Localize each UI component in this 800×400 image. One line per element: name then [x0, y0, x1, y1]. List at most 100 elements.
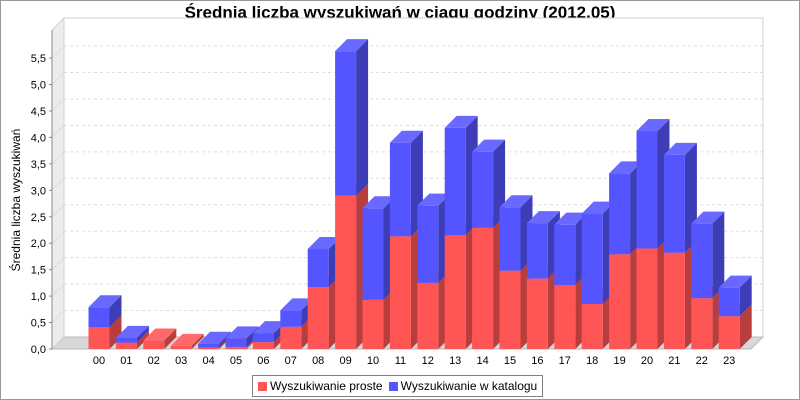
y-tick-label: 2,0 [31, 238, 46, 250]
bar-simple-23 [718, 316, 740, 349]
legend-swatch-simple-search [258, 381, 267, 391]
x-tick-label: 15 [504, 355, 516, 367]
y-tick-label: 2,5 [31, 212, 46, 224]
bar-catalog-00-side [109, 295, 122, 328]
legend-item-simple-search: Wyszukiwanie proste [258, 379, 383, 393]
bar-catalog-20-top [636, 119, 670, 132]
x-tick-label: 11 [395, 355, 406, 367]
legend-item-catalog-search: Wyszukiwanie w katalogu [388, 379, 538, 393]
bar-simple-04 [198, 347, 220, 349]
bar-catalog-18-top [581, 201, 615, 214]
chart-title: Średnia liczba wyszukiwań w ciągu godzin… [184, 3, 616, 22]
x-tick-label: 03 [175, 355, 187, 367]
bar-catalog-23-top [718, 275, 752, 288]
gridline-left [51, 230, 65, 244]
y-tick-label: 5,0 [31, 80, 46, 92]
bar-simple-03 [170, 345, 192, 349]
bar-catalog-16-top [526, 211, 560, 224]
bar-simple-11 [389, 236, 411, 349]
bar-catalog-22 [691, 223, 713, 299]
bar-catalog-13 [444, 127, 466, 236]
bar-catalog-21 [663, 154, 685, 253]
y-tick-label: 4,5 [31, 106, 46, 118]
bar-simple-15 [499, 270, 521, 349]
bar-catalog-06-top [252, 321, 286, 334]
x-tick-label: 16 [531, 355, 543, 367]
bar-catalog-01 [115, 337, 137, 343]
bar-catalog-22-side [712, 211, 725, 299]
bar-catalog-07 [280, 310, 302, 327]
bar-catalog-01-top [115, 325, 149, 338]
x-tick-label: 14 [476, 355, 488, 367]
bar-catalog-15 [499, 207, 521, 271]
gridline-left [51, 204, 65, 218]
bar-simple-16 [526, 278, 548, 349]
gridline-left [51, 125, 65, 138]
x-tick-label: 05 [230, 355, 242, 367]
legend-label-catalog-search: Wyszukiwanie w katalogu [400, 379, 538, 393]
bar-catalog-10-top [362, 196, 396, 209]
bar-simple-02-side [164, 328, 177, 349]
bar-simple-00-side [109, 315, 122, 349]
legend: Wyszukiwanie proste Wyszukiwanie w katal… [252, 375, 544, 397]
x-tick-label: 10 [367, 355, 379, 367]
bar-catalog-16 [526, 223, 548, 279]
bar-simple-07 [280, 326, 302, 349]
bar-simple-09 [335, 195, 357, 349]
bar-simple-01-side [136, 330, 149, 349]
x-tick-label: 23 [723, 355, 735, 367]
y-tick-label: 0,5 [31, 318, 46, 330]
bar-catalog-14 [472, 151, 494, 228]
bar-simple-03-top [170, 333, 204, 346]
bar-simple-03-side [191, 333, 204, 349]
bar-catalog-04 [198, 343, 220, 348]
bar-catalog-09-side [356, 39, 369, 196]
bar-catalog-01-side [136, 325, 149, 343]
bar-catalog-11-top [389, 130, 423, 143]
y-tick-label: 5,5 [31, 53, 46, 65]
bar-simple-02-top [143, 328, 177, 341]
y-tick-label: 1,0 [31, 291, 46, 303]
bar-catalog-10 [362, 208, 384, 300]
bar-simple-02 [143, 340, 165, 349]
bar-catalog-18 [581, 213, 603, 305]
bar-simple-01 [115, 342, 137, 349]
bar-catalog-11 [389, 142, 411, 237]
x-tick-label: 13 [449, 355, 461, 367]
bar-simple-08 [307, 287, 329, 349]
bar-catalog-17 [554, 224, 576, 285]
x-tick-label: 06 [257, 355, 269, 367]
x-tick-label: 17 [559, 355, 571, 367]
bar-catalog-08 [307, 249, 329, 288]
bar-catalog-21-top [663, 142, 697, 155]
gridline-left [51, 257, 65, 271]
bar-catalog-00-top [88, 295, 122, 308]
bar-catalog-13-top [444, 115, 478, 128]
gridline-left [51, 45, 65, 59]
bar-catalog-19 [609, 173, 631, 255]
bar-catalog-04-top [198, 331, 232, 344]
bar-simple-22 [691, 298, 713, 349]
x-tick-label: 22 [696, 355, 708, 367]
x-tick-label: 20 [641, 355, 653, 367]
bar-simple-17 [554, 284, 576, 349]
bar-simple-00 [88, 327, 110, 349]
bar-catalog-20 [636, 131, 658, 249]
bar-catalog-17-top [554, 212, 588, 225]
bar-catalog-04-side [219, 331, 232, 348]
x-tick-label: 00 [93, 355, 105, 367]
bar-simple-10 [362, 299, 384, 349]
gridline-left [51, 98, 65, 112]
bar-catalog-12 [417, 205, 439, 283]
bar-simple-13 [444, 235, 466, 349]
bar-catalog-19-top [609, 161, 643, 174]
legend-swatch-catalog-search [388, 381, 398, 391]
gridline-left [51, 72, 65, 85]
bar-simple-12 [417, 282, 439, 349]
bar-catalog-14-top [472, 139, 506, 152]
x-tick-label: 19 [613, 355, 625, 367]
bar-catalog-15-top [499, 195, 533, 208]
bar-catalog-06 [252, 333, 274, 343]
bar-catalog-22-top [691, 211, 725, 224]
x-tick-label: 04 [202, 355, 214, 367]
